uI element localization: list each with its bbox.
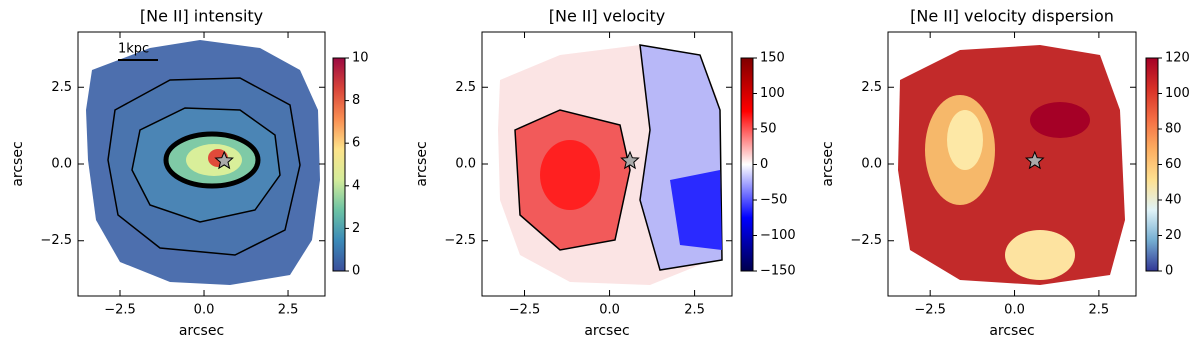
y-tick-label: 0.0 bbox=[51, 157, 72, 172]
x-axis-label: arcsec bbox=[179, 323, 224, 339]
x-tick-label: 2.5 bbox=[684, 303, 705, 318]
colorbar-tick-label: 0 bbox=[352, 264, 360, 279]
y-tick-label: −2.5 bbox=[444, 233, 476, 248]
x-tick-label: −2.5 bbox=[509, 303, 541, 318]
star-marker bbox=[1024, 150, 1045, 170]
colorbar-tick-label: 150 bbox=[760, 51, 785, 66]
y-axis-label: arcsec bbox=[414, 141, 430, 186]
map-image bbox=[898, 45, 1125, 285]
colorbar-tick-label: −150 bbox=[760, 264, 796, 279]
x-tick-label: 0.0 bbox=[194, 303, 215, 318]
y-axis-label: arcsec bbox=[820, 141, 836, 186]
y-tick-label: 0.0 bbox=[455, 157, 476, 172]
y-tick-label: 0.0 bbox=[861, 157, 882, 172]
colorbar-tick-label: 0 bbox=[760, 157, 768, 172]
colorbar-tick-label: 10 bbox=[352, 51, 369, 66]
x-tick-label: 0.0 bbox=[1004, 303, 1025, 318]
y-tick-label: 2.5 bbox=[455, 80, 476, 95]
colorbar-tick-label: −100 bbox=[760, 228, 796, 243]
colorbar bbox=[740, 57, 754, 272]
x-tick-label: −2.5 bbox=[104, 303, 136, 318]
colorbar-tick-label: 8 bbox=[352, 93, 360, 108]
colorbar-tick-label: 6 bbox=[352, 136, 360, 151]
colorbar-tick-label: 4 bbox=[352, 178, 360, 193]
x-axis-label: arcsec bbox=[989, 323, 1034, 339]
colorbar-tick-label: 0 bbox=[1165, 264, 1173, 279]
colorbar bbox=[332, 57, 346, 272]
annotation: 1kpc bbox=[118, 42, 149, 57]
colorbar-tick-label: 120 bbox=[1165, 51, 1190, 66]
colorbar-tick-label: 40 bbox=[1165, 193, 1182, 208]
x-tick-label: 2.5 bbox=[1089, 303, 1110, 318]
x-tick-label: 2.5 bbox=[278, 303, 299, 318]
colorbar-tick-label: 50 bbox=[760, 122, 777, 137]
y-tick-label: −2.5 bbox=[850, 233, 882, 248]
x-tick-label: 0.0 bbox=[599, 303, 620, 318]
y-tick-label: 2.5 bbox=[51, 80, 72, 95]
chart-title: [Ne II] intensity bbox=[140, 7, 263, 26]
colorbar-tick-label: −50 bbox=[760, 193, 787, 208]
y-tick-label: 2.5 bbox=[861, 80, 882, 95]
chart-title: [Ne II] velocity dispersion bbox=[910, 7, 1114, 26]
colorbar-tick-label: 20 bbox=[1165, 228, 1182, 243]
x-tick-label: −2.5 bbox=[914, 303, 946, 318]
x-axis-label: arcsec bbox=[584, 323, 629, 339]
y-tick-label: −2.5 bbox=[40, 233, 72, 248]
colorbar-tick-label: 60 bbox=[1165, 157, 1182, 172]
colorbar-tick-label: 80 bbox=[1165, 122, 1182, 137]
map-image bbox=[498, 44, 723, 285]
chart-title: [Ne II] velocity bbox=[549, 7, 665, 26]
colorbar-tick-label: 100 bbox=[760, 86, 785, 101]
colorbar bbox=[1145, 57, 1159, 272]
star-marker bbox=[214, 150, 234, 170]
y-axis-label: arcsec bbox=[10, 141, 26, 186]
colorbar-tick-label: 2 bbox=[352, 221, 360, 236]
star-marker bbox=[620, 150, 640, 170]
map-image bbox=[86, 40, 320, 285]
colorbar-tick-label: 100 bbox=[1165, 86, 1190, 101]
